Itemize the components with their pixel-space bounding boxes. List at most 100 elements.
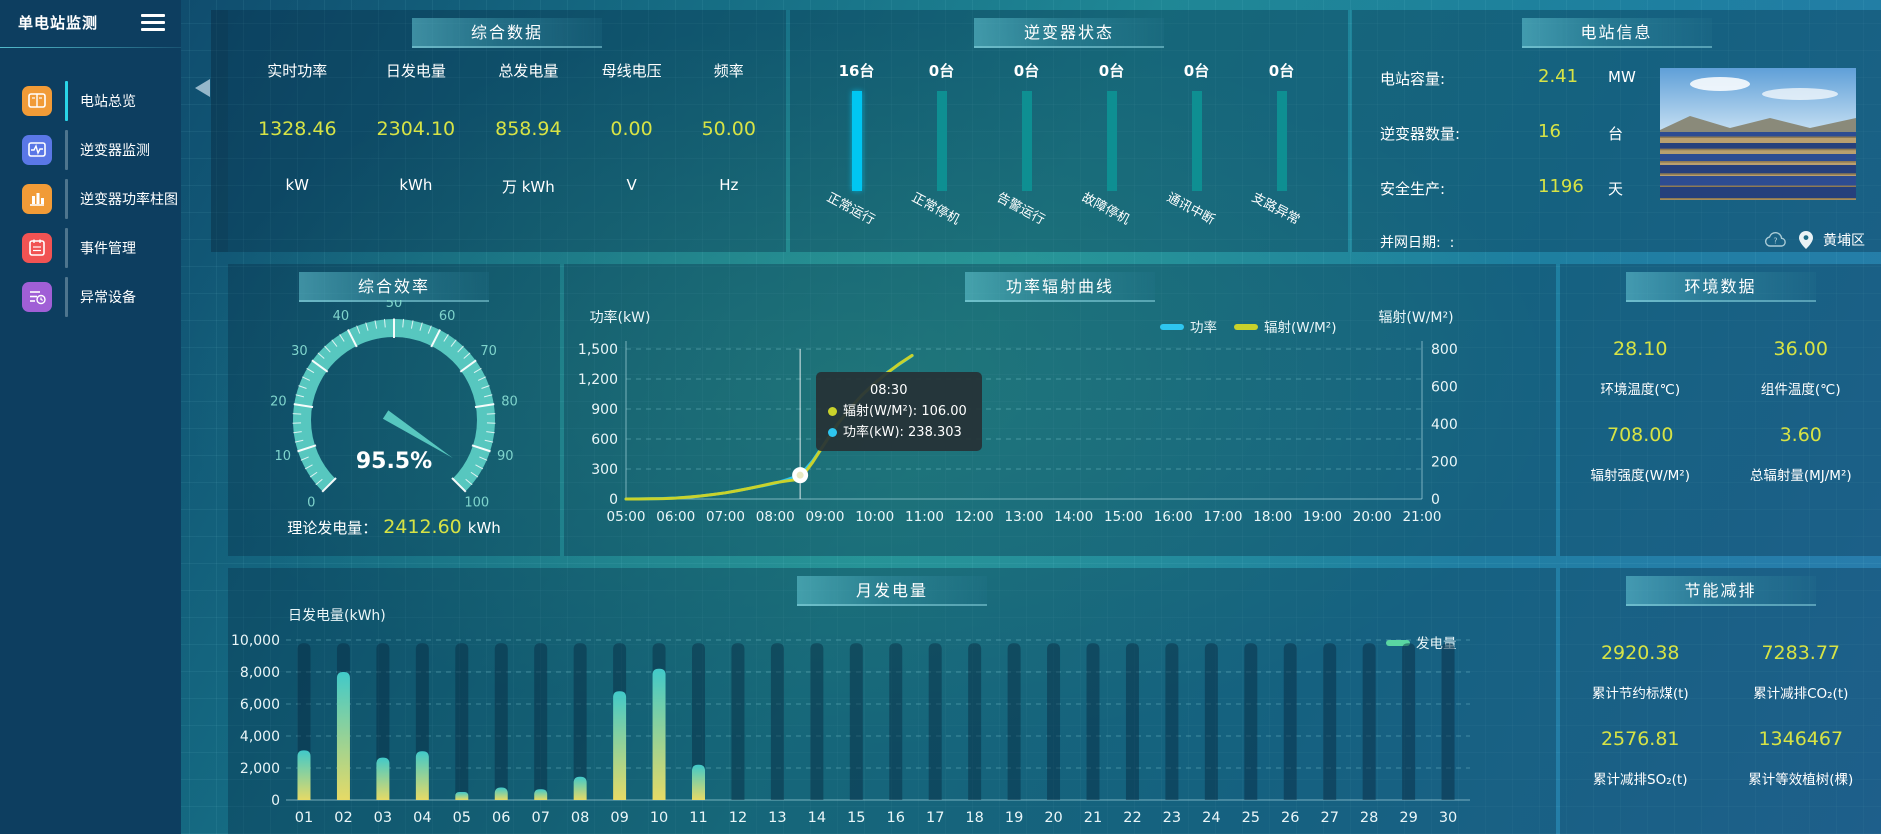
bar-day-07 xyxy=(534,789,548,800)
environment-label: 总辐射量(MJ/M²) xyxy=(1749,468,1852,484)
legend-label[interactable]: 功率 xyxy=(1190,319,1217,336)
svg-text:16: 16 xyxy=(887,810,905,826)
svg-text:2,000: 2,000 xyxy=(240,761,280,777)
svg-text:23: 23 xyxy=(1163,810,1181,826)
menu-toggle-icon[interactable] xyxy=(141,10,165,35)
bar-day-06 xyxy=(494,787,508,800)
tooltip-row: 功率(kW): 238.303 xyxy=(828,422,970,443)
svg-text:05:00: 05:00 xyxy=(607,509,646,525)
inverter-count: 0台 xyxy=(1268,62,1295,80)
metric-label: 母线电压 xyxy=(601,62,662,80)
monthly-generation-chart[interactable]: 日发电量(kWh) 0 2,000 4,000 6,000 8,000 10,000 发电量 0… xyxy=(228,568,1556,834)
svg-text:12: 12 xyxy=(729,810,747,826)
svg-text:28: 28 xyxy=(1360,810,1378,826)
inverter-status-column: 0台 支路异常 xyxy=(1242,60,1322,228)
grid-date-label: 并网日期: xyxy=(1380,235,1441,251)
metric-label: 日发电量 xyxy=(385,62,446,80)
svg-text:06: 06 xyxy=(492,810,510,826)
tooltip-series-dot xyxy=(828,407,837,416)
bar-shadow xyxy=(1441,643,1455,800)
svg-text:600: 600 xyxy=(591,432,618,448)
svg-text:20: 20 xyxy=(1044,810,1062,826)
legend-label[interactable]: 辐射(W/M²) xyxy=(1264,320,1337,336)
bar-shadow xyxy=(1204,643,1218,800)
panel-savings-title: 节能减排 xyxy=(1625,576,1816,606)
overview-metric: 频率 50.00 Hz xyxy=(702,60,756,197)
environment-grid: 28.10 环境温度(℃) 36.00 组件温度(℃) 708.00 辐射强度(W/M²)… xyxy=(1560,338,1881,484)
gauge-needle xyxy=(382,410,453,458)
grid-date-row: 并网日期: : xyxy=(1380,232,1454,252)
station-row-value: 1196 xyxy=(1538,176,1584,197)
svg-text:21:00: 21:00 xyxy=(1403,509,1442,525)
sidebar-item-4[interactable]: 事件管理 xyxy=(0,223,181,272)
legend-swatch[interactable] xyxy=(1234,324,1258,330)
sidebar-item-1[interactable]: 电站总览 xyxy=(0,76,181,125)
svg-text:06:00: 06:00 xyxy=(656,509,695,525)
svg-text:400: 400 xyxy=(1431,417,1458,433)
svg-text:0: 0 xyxy=(307,496,315,511)
sidebar-item-2[interactable]: 逆变器监测 xyxy=(0,125,181,174)
legend-swatch[interactable] xyxy=(1386,640,1410,646)
theoretical-generation-row: 理论发电量： 2412.60 kWh xyxy=(228,516,560,538)
environment-label: 环境温度(℃) xyxy=(1600,382,1681,398)
svg-text:0: 0 xyxy=(271,793,280,809)
theoretical-unit: kWh xyxy=(467,519,501,537)
environment-value: 3.60 xyxy=(1779,424,1822,446)
inverter-count: 0台 xyxy=(928,62,955,80)
bar-shadow xyxy=(1283,643,1297,800)
tooltip-time: 08:30 xyxy=(870,383,908,398)
theoretical-value: 2412.60 xyxy=(383,516,462,538)
bar-shadow xyxy=(770,643,784,800)
tooltip-text: 功率(kW): 238.303 xyxy=(843,425,962,440)
svg-text:14:00: 14:00 xyxy=(1054,509,1093,525)
sidebar-item-5[interactable]: 异常设备 xyxy=(0,272,181,321)
panel-savings: 节能减排 2920.38 累计节约标煤(t) 7283.77 累计减排CO₂(t) 25… xyxy=(1560,568,1881,834)
panel-environment: 环境数据 28.10 环境温度(℃) 36.00 组件温度(℃) 708.00 辐射强度(… xyxy=(1560,264,1881,556)
inverter-status-column: 16台 正常运行 xyxy=(817,60,897,228)
active-indicator xyxy=(65,80,68,121)
metric-value: 50.00 xyxy=(701,118,756,140)
grid-date-value: : xyxy=(1449,235,1455,251)
bar-chart-icon xyxy=(22,183,52,214)
svg-text:1,500: 1,500 xyxy=(578,342,618,358)
station-row-label: 逆变器数量: xyxy=(1380,125,1461,143)
svg-text:27: 27 xyxy=(1320,810,1338,826)
svg-text:13:00: 13:00 xyxy=(1005,509,1044,525)
book-icon xyxy=(22,85,52,116)
sidebar-item-label: 异常设备 xyxy=(80,289,136,306)
metric-unit: Hz xyxy=(719,176,739,194)
sidebar-item-3[interactable]: 逆变器功率柱图 xyxy=(0,174,181,223)
svg-text:19:00: 19:00 xyxy=(1303,509,1342,525)
overview-metric: 总发电量 858.94 万 kWh xyxy=(495,60,561,197)
bar-shadow xyxy=(573,643,587,800)
collapse-sidebar-arrow[interactable] xyxy=(195,79,210,97)
svg-text:200: 200 xyxy=(1431,455,1458,471)
svg-text:40: 40 xyxy=(333,309,350,324)
inverter-bar xyxy=(1106,91,1117,191)
sidebar-item-label: 事件管理 xyxy=(80,240,136,257)
overview-metrics: 实时功率 1328.46 kW 日发电量 2304.10 kWh 总发电量 858.94 万 k… xyxy=(228,10,786,197)
panel-efficiency: 综合效率 0 10 20 30 40 50 60 70 80 90 100 95.5% 理论发电量： 2… xyxy=(228,264,560,556)
sidebar-menu: 电站总览 逆变器监测 逆变器功率柱图事件管理异常设备 xyxy=(0,76,181,321)
power-radiation-chart[interactable]: 功率(kW) 辐射(W/M²) 0 300 600 900 1,200 1,500 0 200 40… xyxy=(564,264,1556,556)
metric-value: 0.00 xyxy=(610,118,653,140)
svg-text:8,000: 8,000 xyxy=(240,665,280,681)
station-info-row: 逆变器数量: 16 台 xyxy=(1380,121,1636,178)
overview-metric: 日发电量 2304.10 kWh xyxy=(377,60,456,197)
tooltip-series-dot xyxy=(828,428,837,437)
savings-value: 1346467 xyxy=(1758,728,1844,750)
inverter-bar xyxy=(1276,91,1287,191)
svg-text:80: 80 xyxy=(501,395,518,410)
svg-text:10,000: 10,000 xyxy=(231,633,280,649)
inverter-status-label: 告警运行 xyxy=(994,190,1048,228)
bar-shadow xyxy=(849,643,863,800)
gauge-value: 95.5% xyxy=(356,449,432,474)
savings-cell: 7283.77 累计减排CO₂(t) xyxy=(1721,642,1881,702)
savings-cell: 2920.38 累计节约标煤(t) xyxy=(1560,642,1721,702)
legend-swatch[interactable] xyxy=(1160,324,1184,330)
legend-label[interactable]: 发电量 xyxy=(1416,636,1457,652)
savings-label: 累计节约标煤(t) xyxy=(1591,686,1689,702)
inverter-status-label: 通讯中断 xyxy=(1164,190,1218,228)
svg-text:29: 29 xyxy=(1399,810,1417,826)
svg-text:20: 20 xyxy=(270,395,287,410)
